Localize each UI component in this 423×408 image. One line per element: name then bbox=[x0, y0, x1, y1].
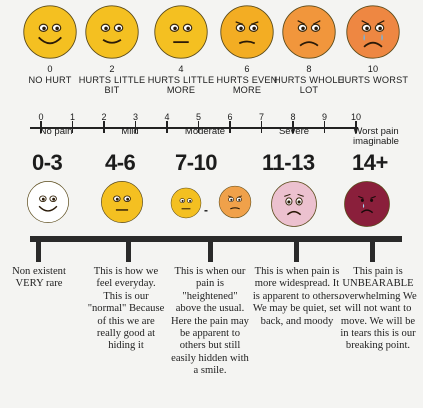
smiling-face-icon bbox=[26, 180, 70, 228]
slight-smile-face-icon bbox=[84, 4, 140, 64]
top-face-text: HURTS WHOLE LOT bbox=[274, 74, 344, 96]
smiling-face-icon bbox=[22, 4, 78, 64]
range-description: This pain is UNBEARABLE overwhelming We … bbox=[339, 266, 417, 352]
scale-tick-number: 7 bbox=[258, 112, 264, 122]
sad-face-icon bbox=[281, 4, 337, 64]
scale-tick bbox=[355, 121, 357, 133]
scale-tick-number: 5 bbox=[195, 112, 201, 122]
top-face-number: 10 bbox=[367, 64, 379, 74]
top-face-label: 2 HURTS LITTLE BIT bbox=[70, 64, 154, 96]
top-face-label: 4 HURTS LITTLE MORE bbox=[139, 64, 223, 96]
top-face-label: 8 HURTS WHOLE LOT bbox=[267, 64, 351, 96]
range-label: 4-6 bbox=[105, 150, 136, 175]
scale-tick bbox=[103, 121, 105, 133]
scale-tick bbox=[134, 121, 136, 133]
neutral-face-icon bbox=[153, 4, 209, 64]
range-connector bbox=[294, 240, 299, 262]
scale-category-label: Mild bbox=[121, 126, 139, 137]
top-face-label: 6 HURTS EVEN MORE bbox=[205, 64, 289, 96]
top-face-text: HURTS LITTLE MORE bbox=[147, 74, 215, 96]
scale-category-label: Worst pain imaginable bbox=[353, 126, 399, 147]
pain-scale-line bbox=[30, 127, 358, 129]
frown-face-icon bbox=[218, 185, 252, 223]
face-separator-dash: - bbox=[204, 203, 208, 217]
top-face-number: 4 bbox=[178, 64, 184, 74]
range-description: Non existent VERY rare bbox=[12, 266, 66, 290]
scale-tick bbox=[166, 121, 168, 133]
range-label: 11-13 bbox=[262, 150, 315, 175]
range-connector bbox=[36, 240, 41, 262]
top-face-text: NO HURT bbox=[28, 74, 72, 85]
worried-face-icon bbox=[270, 180, 318, 232]
top-face-number: 2 bbox=[109, 64, 115, 74]
neutral-face-icon bbox=[170, 187, 202, 223]
scale-tick-number: 1 bbox=[69, 112, 75, 122]
distressed-face-icon bbox=[343, 180, 391, 232]
range-connector bbox=[208, 240, 213, 262]
scale-tick bbox=[292, 121, 294, 133]
scale-tick-number: 3 bbox=[132, 112, 138, 122]
top-face-number: 0 bbox=[47, 64, 53, 74]
scale-tick-number: 2 bbox=[101, 112, 107, 122]
top-face-text: HURTS EVEN MORE bbox=[216, 74, 278, 96]
range-description: This is how we feel everyday. This is ou… bbox=[87, 266, 165, 352]
scale-category-label: Severe bbox=[278, 126, 310, 137]
range-label: 0-3 bbox=[32, 150, 63, 175]
scale-tick bbox=[71, 121, 73, 133]
scale-tick bbox=[323, 121, 325, 133]
scale-category-label: Moderate bbox=[184, 126, 226, 137]
scale-tick bbox=[260, 121, 262, 133]
scale-tick-number: 0 bbox=[38, 112, 44, 122]
neutral-face-icon bbox=[100, 180, 144, 228]
top-face-label: 10 HURTS WORST bbox=[331, 64, 415, 85]
range-connector bbox=[370, 240, 375, 262]
top-face-number: 8 bbox=[306, 64, 312, 74]
scale-tick-number: 6 bbox=[227, 112, 233, 122]
scale-tick-number: 8 bbox=[290, 112, 296, 122]
range-connector bbox=[126, 240, 131, 262]
scale-tick bbox=[229, 121, 231, 133]
range-label: 14+ bbox=[352, 150, 388, 175]
top-face-number: 6 bbox=[244, 64, 250, 74]
crying-face-icon bbox=[345, 4, 401, 64]
scale-tick-number: 10 bbox=[350, 112, 361, 122]
range-description: This is when pain is more widespread. It… bbox=[252, 266, 342, 327]
top-face-label: 0 NO HURT bbox=[8, 64, 92, 85]
scale-tick-number: 4 bbox=[164, 112, 170, 122]
frown-face-icon bbox=[219, 4, 275, 64]
scale-tick bbox=[40, 121, 42, 133]
range-label: 7-10 bbox=[175, 150, 218, 175]
scale-tick bbox=[197, 121, 199, 133]
range-timeline-bar bbox=[30, 236, 402, 242]
scale-category-label: No pain bbox=[39, 126, 73, 137]
range-description: This is when our pain is "heightened" ab… bbox=[171, 266, 249, 377]
top-face-text: HURTS LITTLE BIT bbox=[78, 74, 146, 96]
scale-tick-number: 9 bbox=[321, 112, 327, 122]
top-face-text: HURTS WORST bbox=[337, 74, 409, 85]
